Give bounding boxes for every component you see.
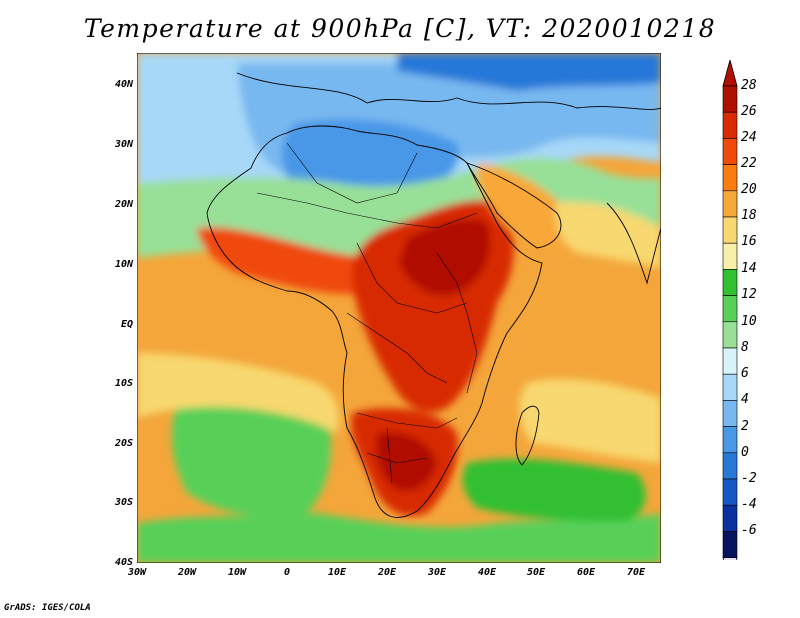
east-africa-core: [399, 218, 491, 296]
lon-label-10w: 10W: [227, 567, 247, 578]
lon-label-70e: 70E: [626, 567, 646, 578]
colorbar-swatch-15: [722, 478, 738, 506]
lon-label-20w: 20W: [177, 567, 197, 578]
border-east: [436, 252, 478, 394]
colorbar-label-4: 4: [741, 392, 749, 407]
europe-coast: [236, 72, 661, 110]
lon-label-30w: 30W: [127, 567, 147, 578]
arabia-warm: [477, 163, 578, 250]
colorbar-label-6: 6: [741, 366, 749, 381]
black-sea-cold: [397, 53, 661, 91]
colorbar-swatch-1: [722, 111, 738, 139]
colorbar-label-2: 2: [741, 419, 749, 434]
lat-label-10s: 10S: [114, 378, 133, 389]
colorbar-label-28: 28: [741, 78, 757, 93]
arabia-coast: [466, 162, 562, 249]
africa-coastline: [206, 125, 543, 518]
lon-label-30e: 30E: [427, 567, 447, 578]
temperature-map: [137, 53, 661, 563]
colorbar-swatch-10: [722, 347, 738, 375]
colorbar-label-20: 20: [741, 182, 757, 197]
south-atlantic-green: [171, 392, 331, 517]
grads-credit: GrADS: IGES/COLA: [4, 603, 91, 613]
colorbar-swatch-16: [722, 504, 738, 532]
colorbar-swatch-11: [722, 373, 738, 401]
colorbar-label-neg6: -6: [741, 523, 757, 538]
colorbar-swatch-7: [722, 269, 738, 296]
border-congo: [346, 312, 448, 384]
colorbar-label-26: 26: [741, 104, 757, 119]
lon-label-10e: 10E: [327, 567, 347, 578]
south-indian-green: [462, 458, 646, 522]
colorbar-label-22: 22: [741, 156, 757, 171]
colorbar: [722, 60, 738, 560]
colorbar-swatch-5: [722, 216, 738, 244]
colorbar-label-24: 24: [741, 130, 757, 145]
lat-label-10n: 10N: [114, 259, 133, 270]
lat-label-30s: 30S: [114, 497, 133, 508]
colorbar-label-neg4: -4: [741, 497, 757, 512]
coastlines: [206, 72, 661, 518]
lon-label-50e: 50E: [526, 567, 546, 578]
colorbar-swatch-13: [722, 426, 738, 454]
colorbar-top-arrow: [722, 60, 738, 87]
arabian-sea-yellow: [555, 202, 661, 268]
south-indian-yellow: [519, 378, 661, 463]
colorbar-swatch-17: [722, 531, 738, 558]
border-algeria-libya: [286, 142, 418, 204]
colorbar-swatch-2: [722, 138, 738, 165]
madagascar-coast: [515, 405, 540, 466]
sahara-blue: [281, 119, 459, 197]
border-central: [356, 242, 468, 314]
chart-title: Temperature at 900hPa [C], VT: 202001021…: [83, 14, 717, 43]
colorbar-swatch-6: [722, 242, 738, 270]
west-africa-hot: [197, 227, 382, 294]
colorbar-swatch-12: [722, 400, 738, 427]
lat-label-20s: 20S: [114, 438, 133, 449]
lat-label-20n: 20N: [114, 199, 133, 210]
india-coast: [606, 202, 661, 285]
lat-label-30n: 30N: [114, 139, 133, 150]
country-borders: [256, 142, 478, 484]
colorbar-swatch-3: [722, 164, 738, 192]
colorbar-label-18: 18: [741, 208, 757, 223]
colorbar-swatch-9: [722, 321, 738, 349]
southern-ocean-green: [137, 513, 661, 563]
lat-label-40n: 40N: [114, 79, 133, 90]
colorbar-label-0: 0: [741, 445, 749, 460]
lon-label-20e: 20E: [377, 567, 397, 578]
lon-label-0: 0: [283, 567, 291, 578]
colorbar-label-8: 8: [741, 340, 749, 355]
colorbar-swatch-4: [722, 190, 738, 218]
border-southern: [366, 427, 428, 484]
colorbar-swatch-8: [722, 295, 738, 323]
border-sahel: [256, 192, 478, 229]
colorbar-label-10: 10: [741, 314, 757, 329]
colorbar-swatch-14: [722, 452, 738, 480]
colorbar-label-neg2: -2: [741, 471, 757, 486]
colorbar-swatch-0: [722, 85, 738, 113]
lon-label-60e: 60E: [576, 567, 596, 578]
colorbar-label-12: 12: [741, 287, 757, 302]
colorbar-label-16: 16: [741, 234, 757, 249]
colorbar-bottom-arrow: [722, 557, 738, 560]
colorbar-label-14: 14: [741, 261, 757, 276]
lat-label-eq: EQ: [120, 319, 133, 330]
lon-label-40e: 40E: [477, 567, 497, 578]
lat-label-40s: 40S: [114, 557, 133, 568]
border-south: [356, 412, 458, 429]
south-atlantic-yellow: [137, 353, 339, 433]
